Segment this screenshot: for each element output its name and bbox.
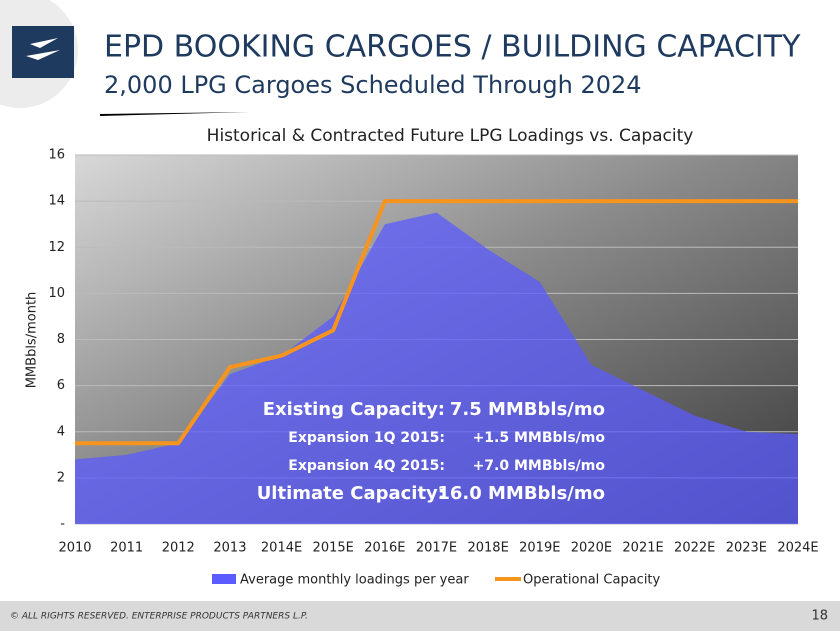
area (75, 212, 798, 524)
annotation-label: Expansion 1Q 2015: (288, 430, 445, 446)
slide-subtitle: 2,000 LPG Cargoes Scheduled Through 2024 (104, 71, 642, 99)
logo (12, 26, 74, 78)
x-tick-label: 2012 (162, 541, 195, 556)
y-tick-label: - (60, 517, 65, 532)
x-tick-label: 2021E (622, 541, 663, 556)
x-tick-label: 2020E (571, 541, 612, 556)
x-tick-label: 2016E (364, 541, 405, 556)
legend-swatch (212, 574, 236, 584)
annotation-value: +1.5 MMBbls/mo (473, 430, 606, 446)
x-tick-label: 2010 (58, 541, 91, 556)
y-tick-label: 10 (48, 286, 65, 301)
y-tick-label: 8 (57, 332, 65, 347)
legend-label: Operational Capacity (523, 573, 661, 588)
annotation-label: Expansion 4Q 2015: (288, 458, 445, 474)
chart-title: Historical & Contracted Future LPG Loadi… (207, 126, 694, 146)
x-tick-label: 2022E (674, 541, 715, 556)
x-tick-label: 2018E (467, 541, 508, 556)
legend-label: Average monthly loadings per year (240, 573, 469, 588)
logo-mark (26, 38, 60, 60)
y-tick-label: 4 (57, 424, 65, 439)
page-number: 18 (811, 609, 828, 624)
footer-bar (0, 601, 840, 631)
x-tick-label: 2017E (416, 541, 457, 556)
x-tick-label: 2019E (519, 541, 560, 556)
copyright: © ALL RIGHTS RESERVED. ENTERPRISE PRODUC… (10, 612, 308, 622)
y-tick-label: 14 (48, 194, 65, 209)
annotation-label: Ultimate Capacity: (257, 483, 445, 504)
y-tick-label: 2 (57, 470, 65, 485)
annotation-value: 7.5 MMBbls/mo (450, 399, 605, 420)
x-tick-label: 2024E (777, 541, 818, 556)
line (75, 199, 798, 446)
x-tick-label: 2023E (726, 541, 767, 556)
y-axis-label: MMBbls/month (25, 292, 40, 389)
annotation-value: 16.0 MMBbls/mo (437, 483, 605, 504)
y-tick-label: 16 (48, 148, 65, 163)
x-tick-label: 2013 (213, 541, 246, 556)
y-tick-label: 12 (48, 240, 65, 255)
x-tick-label: 2014E (261, 541, 302, 556)
annotation-label: Existing Capacity: (263, 399, 445, 420)
y-tick-label: 6 (57, 378, 65, 393)
annotation-value: +7.0 MMBbls/mo (473, 458, 606, 474)
x-tick-label: 2015E (313, 541, 354, 556)
divider (100, 112, 250, 116)
x-tick-label: 2011 (110, 541, 143, 556)
slide-title: EPD BOOKING CARGOES / BUILDING CAPACITY (104, 30, 801, 65)
